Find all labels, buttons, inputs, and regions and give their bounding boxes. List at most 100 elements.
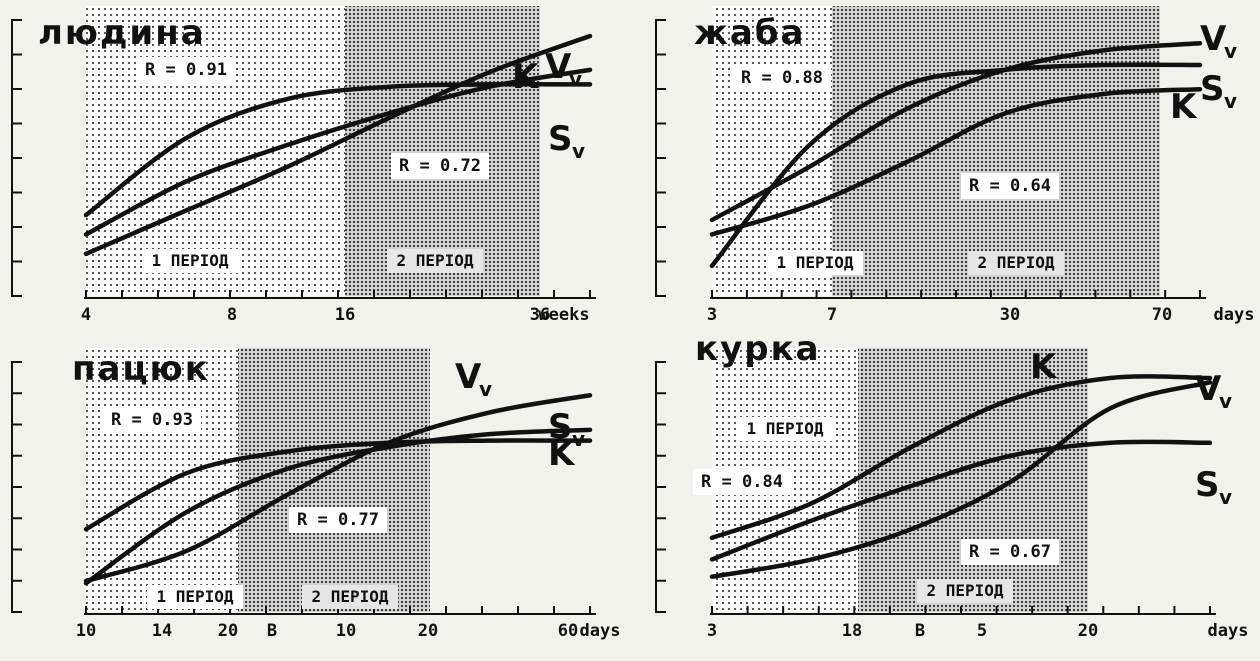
- x-unit-label: days: [1208, 621, 1249, 641]
- r-annotation: R = 0.67: [969, 542, 1051, 562]
- period-label-box: [767, 251, 863, 275]
- period-label-box: [737, 417, 833, 441]
- x-tick-label: 18: [842, 621, 862, 641]
- period-label: 1 ПЕРІОД: [151, 251, 228, 270]
- period-label-box: [147, 585, 243, 609]
- series-label-v: V: [1200, 19, 1227, 59]
- r-annotation-box: [103, 407, 201, 433]
- panel-3: курка 3 18 B 5 20 days R = 0.84 R = 0.67 1 ПЕРІОД…: [655, 329, 1249, 641]
- panel-title: жаба: [694, 13, 805, 53]
- series-line-v: [709, 41, 1203, 223]
- r-annotation: R = 0.72: [399, 156, 481, 176]
- period-1-region: [712, 6, 832, 296]
- x-tick-label: 8: [227, 305, 237, 325]
- r-annotation: R = 0.77: [297, 510, 379, 530]
- period-label-box: [968, 251, 1064, 275]
- series-label-subscript: v: [1224, 89, 1237, 113]
- period-label-box: [387, 249, 483, 273]
- period-label: 2 ПЕРІОД: [926, 581, 1003, 600]
- x-tick-label: 5: [977, 621, 987, 641]
- series-line-k: [709, 86, 1203, 237]
- r-annotation: R = 0.91: [145, 60, 227, 80]
- x-tick-label: 14: [152, 621, 172, 641]
- x-tick-label: 4: [81, 305, 91, 325]
- series-line-s: [83, 427, 593, 586]
- series-line-v: [83, 393, 593, 584]
- panel-2: пацюк 10 14 20 B 10 20 60 days R = 0.93 R = 0.77 1 …: [11, 348, 621, 641]
- period-2-region: [832, 6, 1160, 296]
- period-label: 2 ПЕРІОД: [396, 251, 473, 270]
- x-tick-label: 36: [530, 305, 550, 325]
- series-label-s: S: [1200, 69, 1225, 109]
- period-label: 2 ПЕРІОД: [977, 253, 1054, 272]
- series-line-k: [83, 438, 593, 532]
- x-tick-label: 7: [827, 305, 837, 325]
- series-label-s: S: [548, 119, 573, 159]
- x-tick-label: 16: [335, 305, 355, 325]
- period-1-region: [86, 6, 345, 296]
- r-annotation: R = 0.84: [701, 472, 783, 492]
- x-tick-label: B: [267, 621, 277, 641]
- series-line-v: [83, 33, 593, 257]
- series-label-v: V: [545, 47, 572, 87]
- series-line-v: [709, 380, 1213, 579]
- series-label-subscript: v: [1219, 485, 1232, 509]
- panel-title: людина: [38, 13, 206, 53]
- period-2-region: [858, 348, 1088, 612]
- r-annotation: R = 0.88: [741, 68, 823, 88]
- panel-1: жаба 3 7 30 70 days R = 0.88 R = 0.64 1 ПЕРІОД 2 …: [655, 6, 1255, 325]
- series-label-subscript: v: [1224, 39, 1237, 63]
- r-annotation-box: [733, 65, 831, 91]
- x-tick-label: 10: [336, 621, 356, 641]
- r-annotation: R = 0.93: [111, 410, 193, 430]
- period-2-region: [345, 6, 540, 296]
- series-label-s: S: [1195, 465, 1220, 505]
- x-unit-label: days: [580, 621, 621, 641]
- x-tick-label: 3: [707, 305, 717, 325]
- period-label-box: [142, 249, 238, 273]
- period-1-region: [86, 348, 238, 612]
- series-label-k: K: [512, 57, 540, 97]
- series-label-k: K: [1170, 87, 1198, 127]
- series-label-subscript: v: [1219, 389, 1232, 413]
- x-unit-label: weeks: [538, 305, 589, 325]
- x-tick-label: 10: [76, 621, 96, 641]
- x-tick-label: B: [915, 621, 925, 641]
- x-tick-label: 20: [1078, 621, 1098, 641]
- x-tick-label: 70: [1152, 305, 1172, 325]
- x-tick-label: 30: [1000, 305, 1020, 325]
- panel-title: курка: [695, 329, 821, 369]
- series-label-subscript: v: [479, 377, 492, 401]
- x-tick-label: 3: [707, 621, 717, 641]
- series-label-k: K: [1030, 347, 1058, 387]
- period-2-region: [238, 348, 430, 612]
- r-annotation-box: [391, 153, 489, 179]
- period-label-box: [302, 585, 398, 609]
- series-line-s: [709, 439, 1213, 562]
- r-annotation-box: [137, 57, 235, 83]
- panel-title: пацюк: [72, 349, 210, 389]
- x-unit-label: days: [1214, 305, 1255, 325]
- series-line-s: [709, 62, 1203, 269]
- x-tick-label: 20: [418, 621, 438, 641]
- r-annotation-box: [289, 507, 387, 533]
- period-label: 1 ПЕРІОД: [746, 419, 823, 438]
- series-label-k: K: [548, 434, 576, 474]
- period-label-box: [917, 579, 1013, 603]
- period-label: 1 ПЕРІОД: [776, 253, 853, 272]
- series-line-s: [83, 81, 593, 218]
- x-tick-label: 20: [218, 621, 238, 641]
- period-label: 1 ПЕРІОД: [156, 587, 233, 606]
- series-label-v: V: [455, 357, 482, 397]
- r-annotation: R = 0.64: [969, 176, 1051, 196]
- r-annotation-box: [693, 469, 791, 495]
- r-annotation-box: [961, 539, 1059, 565]
- series-line-k: [709, 374, 1213, 541]
- series-label-v: V: [1195, 369, 1222, 409]
- series-label-subscript: v: [572, 139, 585, 163]
- x-tick-label: 60: [558, 621, 578, 641]
- period-label: 2 ПЕРІОД: [311, 587, 388, 606]
